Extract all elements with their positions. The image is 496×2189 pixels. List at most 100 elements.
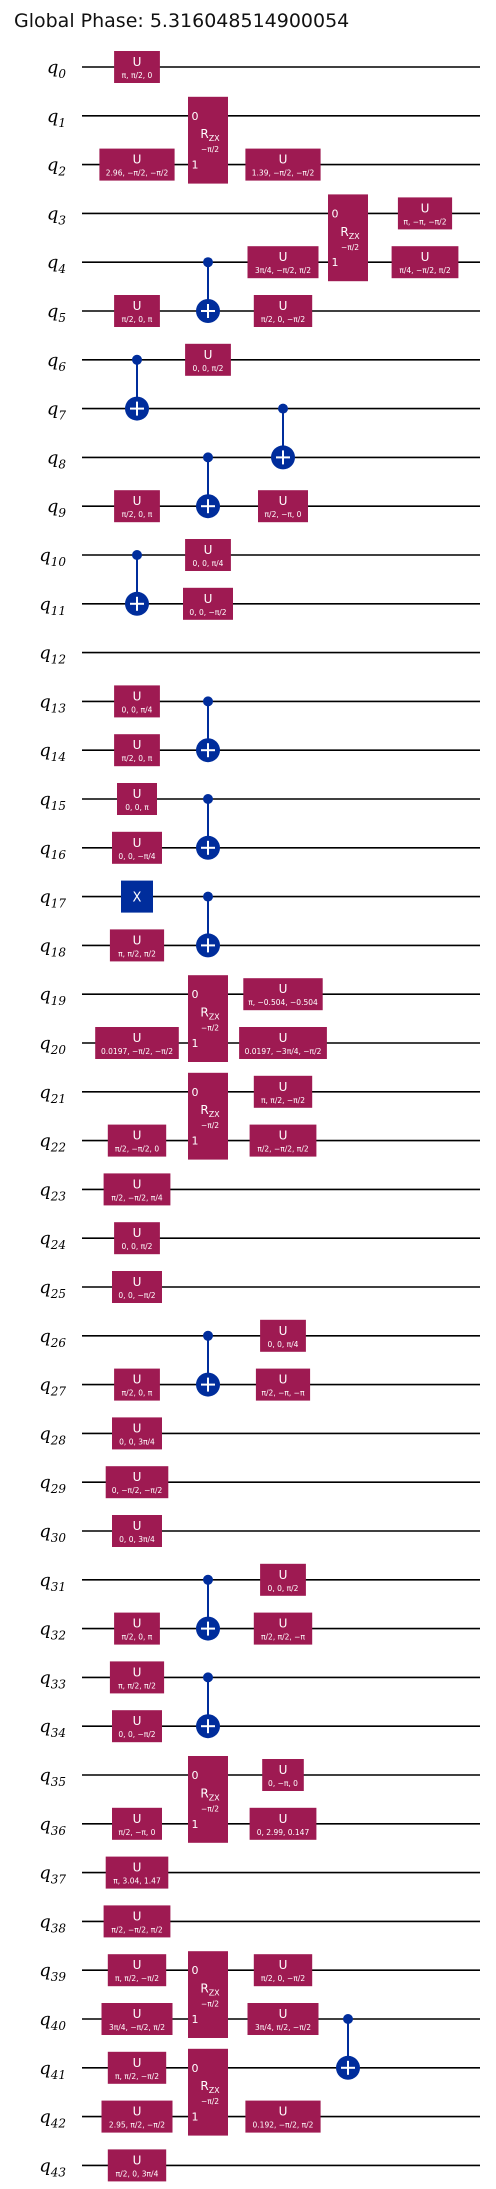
u-gate-q39: Uπ, π/2, −π/2 — [107, 1954, 167, 1987]
qubit-label-q24: q24 — [39, 1228, 66, 1252]
u-gate-label: U — [133, 55, 142, 69]
u-gate-q10: U 0, 0, π/4 — [185, 539, 231, 571]
qubit-label-q21: q21 — [39, 1082, 66, 1106]
u-gate-params: 0, 0, π/2 — [193, 364, 224, 373]
u-gate-label: U — [279, 250, 288, 264]
u-gate-label: U — [279, 153, 288, 167]
u-gate-params: 0, 0, π/2 — [122, 1242, 153, 1251]
u-gate-label: U — [133, 1617, 142, 1631]
u-gate-params: π/2, 0, π — [122, 510, 153, 519]
u-gate-box — [245, 2100, 321, 2133]
u-gate-params: 0, 0, π/4 — [122, 705, 153, 714]
u-gate-q25: U 0, 0, −π/2 — [112, 1271, 162, 1303]
u-gate-params: π, −π, −π/2 — [404, 217, 447, 226]
control-dot — [132, 354, 142, 365]
qubit-label-q25: q25 — [39, 1277, 66, 1301]
u-gate-params: 3π/4, −π/2, π/2 — [109, 2023, 165, 2032]
qubit-label-q28: q28 — [39, 1423, 66, 1447]
u-gate-q41: Uπ, π/2, −π/2 — [107, 2051, 167, 2084]
u-gate-params: π, π/2, −π/2 — [115, 1974, 159, 1983]
cx-gate-q26-q27 — [196, 1330, 220, 1397]
cx-gate-q40-q41 — [336, 2014, 360, 2080]
control-dot — [203, 891, 213, 902]
rzx-port-0: 0 — [192, 110, 199, 123]
u-gate-box — [245, 148, 321, 181]
u-gate-params: π/2, 0, π — [122, 754, 153, 763]
qubit-label-q30: q30 — [39, 1521, 66, 1545]
u-gate-box — [255, 1368, 311, 1401]
u-gate-params: 0.0197, −3π/4, −π/2 — [245, 1047, 322, 1056]
u-gate-box — [109, 1661, 165, 1694]
qubit-label-q12: q12 — [39, 643, 66, 667]
rzx-gate-label: RZX — [340, 225, 360, 241]
qubit-labels: q0 q1 q2 q3 q4 q5 q6 q7 q8 q9 q10 q11 q12 q13 q14 q15 q1… — [39, 57, 66, 2179]
u-gate-q36: U 0, 2.99, 0.147 — [249, 1807, 317, 1840]
u-gate-box — [112, 1807, 162, 1840]
u-gate-box — [185, 539, 231, 571]
qubit-label-q16: q16 — [39, 838, 66, 862]
u-gate-box — [262, 1759, 304, 1791]
cx-gate-q6-q7 — [125, 354, 149, 421]
u-gate-box — [112, 1417, 162, 1450]
u-gate-label: U — [133, 2056, 142, 2070]
u-gate-box — [258, 490, 308, 523]
u-gate-q23: Uπ/2, −π/2, π/4 — [103, 1173, 171, 1206]
u-gate-label: U — [133, 1958, 142, 1972]
u-gate-params: π, π/2, π/2 — [118, 1681, 156, 1690]
u-gate-q28: U 0, 0, 3π/4 — [112, 1417, 162, 1450]
qubit-label-q33: q33 — [39, 1667, 66, 1691]
u-gate-params: π/2, 0, π — [122, 315, 153, 324]
u-gate-label: U — [204, 592, 213, 606]
rzx-gate-label: RZX — [200, 1982, 220, 1998]
u-gate-label: U — [133, 2153, 142, 2167]
u-gate-label: U — [133, 1129, 142, 1143]
u-gate-params: 3π/4, −π/2, π/2 — [255, 266, 311, 275]
u-gate-params: π/2, −π/2, 0 — [115, 1145, 159, 1154]
qubit-label-q14: q14 — [39, 740, 66, 764]
qubit-label-q9: q9 — [47, 496, 67, 520]
u-gate-q4: Uπ/4, −π/2, π/2 — [391, 246, 459, 279]
u-gate-params: 0, 0, 3π/4 — [119, 1535, 155, 1544]
u-gate-box — [107, 1124, 167, 1157]
u-gate-params: 3π/4, π/2, −π/2 — [255, 2023, 311, 2032]
qubit-label-q23: q23 — [39, 1179, 66, 1203]
u-gate-box — [109, 929, 165, 962]
u-gate-box — [112, 831, 162, 864]
qubit-label-q20: q20 — [39, 1033, 66, 1057]
u-gate-q0: Uπ, π/2, 0 — [114, 51, 160, 83]
u-gate-label: U — [204, 543, 213, 557]
u-gate-q39: Uπ/2, 0, −π/2 — [253, 1954, 313, 1987]
u-gate-box — [114, 51, 160, 83]
u-gate-label: U — [133, 2105, 142, 2119]
rzx-gate-label: RZX — [200, 2079, 220, 2095]
u-gate-box — [103, 1905, 171, 1938]
rzx-port-1: 1 — [192, 1037, 199, 1050]
x-gate-label: X — [133, 891, 142, 906]
u-gate-box — [107, 1954, 167, 1987]
u-gate-label: U — [279, 1617, 288, 1631]
qubit-label-q4: q4 — [47, 252, 66, 276]
u-gate-box — [117, 783, 157, 815]
u-gate-box — [253, 295, 313, 327]
u-gate-label: U — [279, 1031, 288, 1045]
rzx-port-0: 0 — [192, 1086, 199, 1099]
u-gate-params: 0, 0, π/2 — [268, 1584, 299, 1593]
qubit-label-q34: q34 — [39, 1716, 66, 1740]
u-gate-params: 1.39, −π/2, −π/2 — [252, 169, 315, 178]
rzx-port-1: 1 — [192, 1818, 199, 1831]
global-phase-title: Global Phase: 5.316048514900054 — [14, 10, 350, 32]
rzx-port-1: 1 — [192, 2111, 199, 2124]
u-gate-q40: U 3π/4, −π/2, π/2 — [101, 2003, 173, 2035]
u-gate-box — [391, 246, 459, 279]
rzx-port-1: 1 — [192, 1135, 199, 1148]
cx-gate-q4-q5 — [196, 257, 220, 323]
u-gate-q34: U 0, 0, −π/2 — [112, 1710, 162, 1743]
u-gate-params: π/2, 0, π — [122, 1389, 153, 1398]
u-gate-label: U — [279, 494, 288, 508]
u-gate-q37: Uπ, 3.04, 1.47 — [105, 1856, 169, 1889]
cx-gate-q10-q11 — [125, 550, 149, 616]
qubit-label-q29: q29 — [39, 1472, 66, 1496]
qubit-label-q35: q35 — [39, 1765, 66, 1789]
u-gate-q3: Uπ, −π, −π/2 — [397, 197, 453, 230]
u-gate-box — [247, 2003, 319, 2035]
